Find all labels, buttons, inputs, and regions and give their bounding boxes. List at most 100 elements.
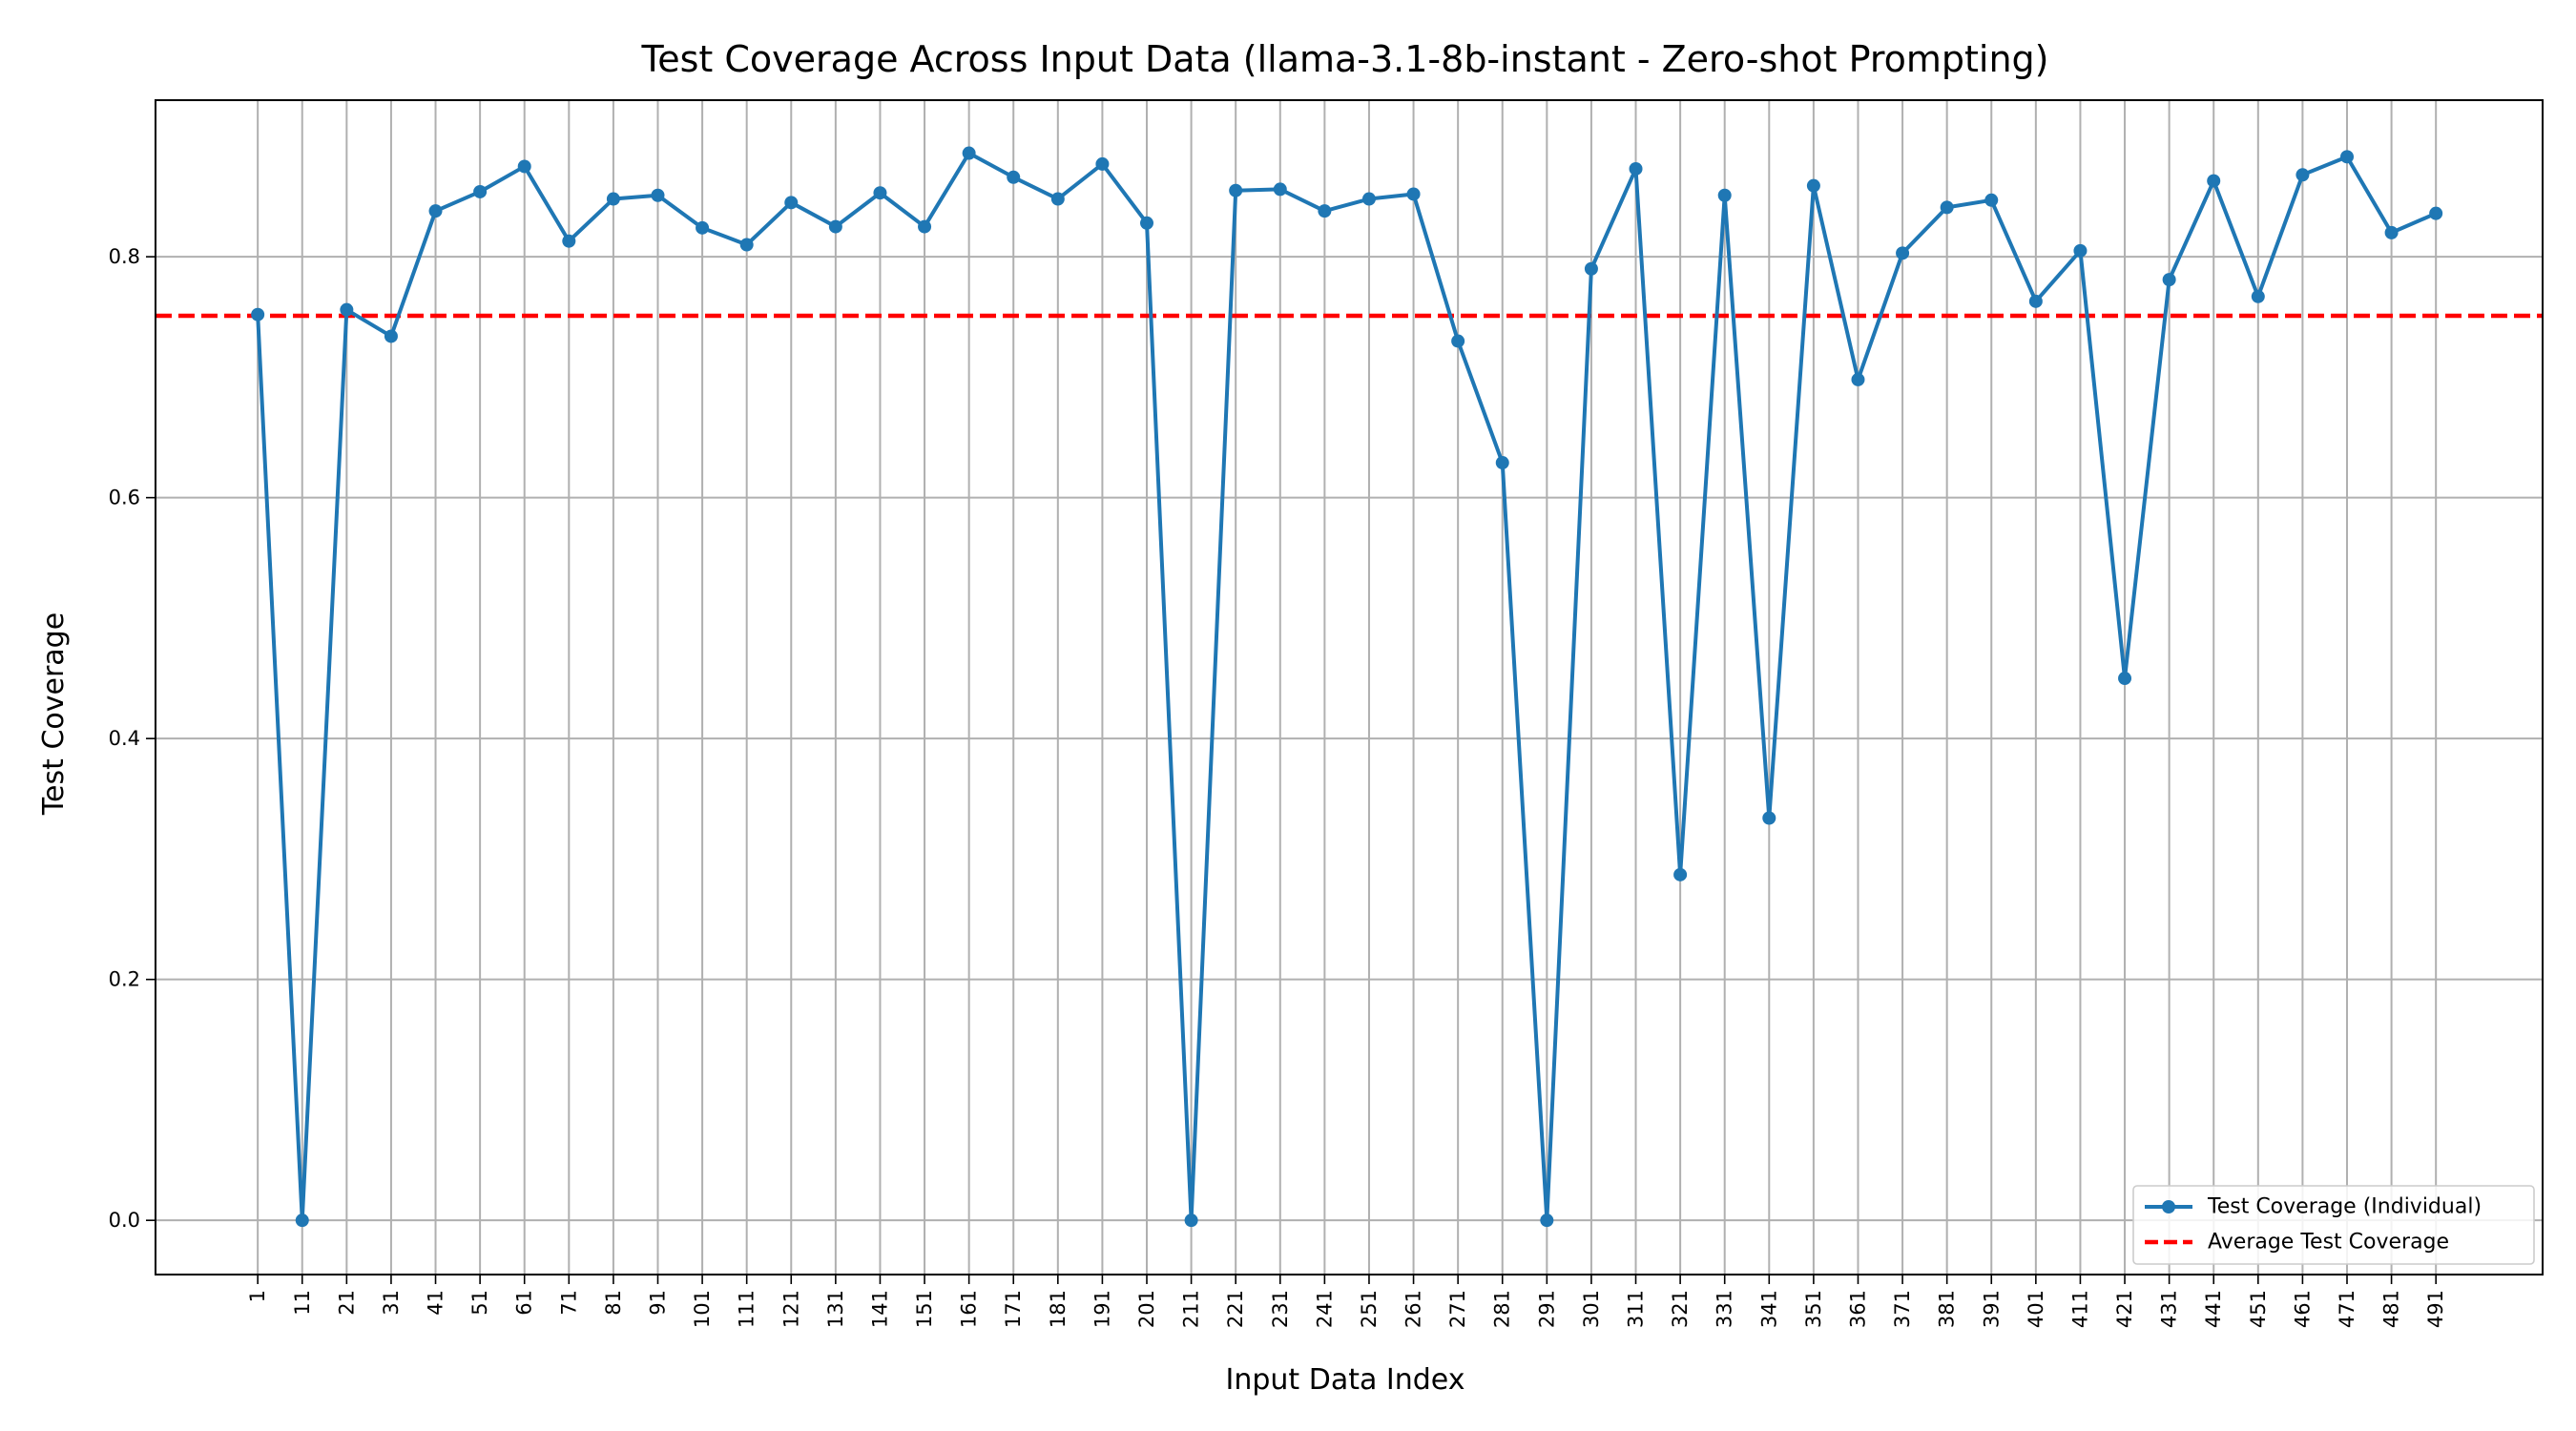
data-point xyxy=(2162,273,2176,287)
x-tick-label: 301 xyxy=(1580,1290,1603,1328)
data-point xyxy=(2384,225,2399,239)
data-point xyxy=(1007,170,1021,184)
x-tick-label: 181 xyxy=(1047,1290,1070,1328)
data-point xyxy=(828,219,842,234)
data-point xyxy=(251,307,265,321)
x-tick-label: 311 xyxy=(1625,1290,1648,1328)
x-tick-label: 121 xyxy=(779,1290,802,1328)
x-tick-label: 111 xyxy=(736,1290,758,1328)
data-point xyxy=(384,329,398,343)
series-line xyxy=(256,151,2437,1223)
x-tick-label: 371 xyxy=(1891,1290,1914,1328)
x-tick-label: 91 xyxy=(646,1290,669,1316)
y-tick-label: 0.2 xyxy=(109,968,140,991)
data-point xyxy=(1050,192,1065,206)
chart-title: Test Coverage Across Input Data (llama-3… xyxy=(640,38,2048,80)
x-tick-label: 131 xyxy=(824,1290,847,1328)
data-point xyxy=(1361,192,1376,206)
data-point xyxy=(1406,187,1421,201)
legend-label-average: Average Test Coverage xyxy=(2208,1231,2449,1255)
data-point xyxy=(651,188,665,202)
x-tick-label: 51 xyxy=(468,1290,491,1316)
data-point xyxy=(2073,243,2088,258)
data-point xyxy=(2028,294,2043,308)
data-point xyxy=(1673,867,1688,881)
y-tick-label: 0.0 xyxy=(109,1209,140,1232)
data-point xyxy=(2251,289,2265,303)
x-tick-label: 101 xyxy=(691,1290,714,1328)
data-point xyxy=(2429,206,2443,220)
x-tick-label: 391 xyxy=(1980,1290,2003,1328)
x-tick-label: 241 xyxy=(1313,1290,1336,1328)
data-point xyxy=(1184,1213,1198,1228)
data-point xyxy=(1451,334,1465,348)
x-tick-label: 231 xyxy=(1269,1290,1292,1328)
data-point xyxy=(1851,372,1865,386)
x-tick-label: 1 xyxy=(246,1290,269,1302)
x-tick-label: 11 xyxy=(291,1290,314,1316)
data-point xyxy=(473,184,488,198)
x-tick-label: 321 xyxy=(1669,1290,1692,1328)
x-tick-label: 351 xyxy=(1802,1290,1825,1328)
x-tick-label: 161 xyxy=(958,1290,981,1328)
x-tick-label: 431 xyxy=(2158,1290,2181,1328)
data-point xyxy=(2296,168,2310,182)
x-tick-label: 81 xyxy=(602,1290,625,1316)
x-tick-label: 471 xyxy=(2336,1290,2358,1328)
x-axis-label: Input Data Index xyxy=(1226,1363,1465,1397)
plot-frame xyxy=(155,99,2544,1275)
x-tick-label: 291 xyxy=(1535,1290,1558,1328)
legend-marker-individual xyxy=(2162,1200,2175,1213)
x-tick-label: 151 xyxy=(913,1290,936,1328)
data-point xyxy=(1140,216,1154,230)
data-point xyxy=(1318,204,1332,218)
data-point xyxy=(1495,456,1509,470)
data-point xyxy=(2339,150,2354,164)
y-tick-label: 0.6 xyxy=(109,487,140,509)
x-tick-label: 381 xyxy=(1936,1290,1959,1328)
data-point xyxy=(428,204,443,218)
data-point xyxy=(1806,178,1820,193)
x-axis: 1 11 21 31 41 51 61 71 81 91 101 111 121 131 141 151 161… xyxy=(246,1275,2447,1328)
y-axis-label: Test Coverage xyxy=(37,612,71,816)
x-tick-label: 481 xyxy=(2380,1290,2403,1328)
x-tick-label: 401 xyxy=(2025,1290,2047,1328)
data-point xyxy=(1229,183,1243,197)
x-tick-label: 61 xyxy=(513,1290,536,1316)
x-tick-label: 221 xyxy=(1224,1290,1247,1328)
x-tick-label: 21 xyxy=(335,1290,358,1316)
data-point xyxy=(696,220,710,235)
x-tick-label: 341 xyxy=(1757,1290,1780,1328)
x-tick-label: 331 xyxy=(1714,1290,1736,1328)
legend-box xyxy=(2132,1185,2535,1265)
x-tick-label: 361 xyxy=(1846,1290,1869,1328)
x-tick-label: 191 xyxy=(1091,1290,1113,1328)
data-point xyxy=(1717,188,1732,202)
data-point xyxy=(1584,261,1598,276)
data-point xyxy=(562,234,576,248)
x-tick-label: 201 xyxy=(1135,1290,1158,1328)
data-point xyxy=(517,159,531,174)
data-point xyxy=(2207,174,2221,188)
x-tick-label: 211 xyxy=(1180,1290,1203,1328)
data-point xyxy=(340,302,354,317)
data-point xyxy=(1896,246,1910,260)
data-point xyxy=(739,238,754,252)
grid xyxy=(156,100,2543,1275)
x-tick-label: 461 xyxy=(2291,1290,2314,1328)
x-tick-label: 31 xyxy=(380,1290,403,1316)
data-point xyxy=(1940,200,1954,215)
data-point xyxy=(1273,182,1287,197)
x-tick-label: 171 xyxy=(1002,1290,1025,1328)
data-point xyxy=(918,219,932,234)
x-tick-label: 441 xyxy=(2202,1290,2225,1328)
data-point xyxy=(2118,672,2132,686)
legend: Test Coverage (Individual) Average Test C… xyxy=(2132,1185,2535,1265)
x-tick-label: 251 xyxy=(1358,1290,1381,1328)
x-tick-label: 261 xyxy=(1402,1290,1425,1328)
x-tick-label: 271 xyxy=(1446,1290,1469,1328)
x-tick-label: 41 xyxy=(425,1290,447,1316)
legend-label-individual: Test Coverage (Individual) xyxy=(2207,1195,2482,1219)
x-tick-label: 421 xyxy=(2113,1290,2136,1328)
